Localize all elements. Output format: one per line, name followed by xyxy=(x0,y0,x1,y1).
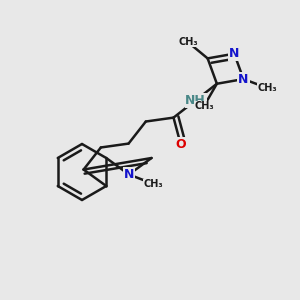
Text: N: N xyxy=(124,168,134,181)
Text: O: O xyxy=(176,138,186,151)
Text: CH₃: CH₃ xyxy=(258,83,277,93)
Text: N: N xyxy=(238,73,249,85)
Text: CH₃: CH₃ xyxy=(194,101,214,111)
Text: NH: NH xyxy=(185,94,206,107)
Text: N: N xyxy=(229,47,239,60)
Text: CH₃: CH₃ xyxy=(178,37,198,47)
Text: CH₃: CH₃ xyxy=(144,179,164,189)
